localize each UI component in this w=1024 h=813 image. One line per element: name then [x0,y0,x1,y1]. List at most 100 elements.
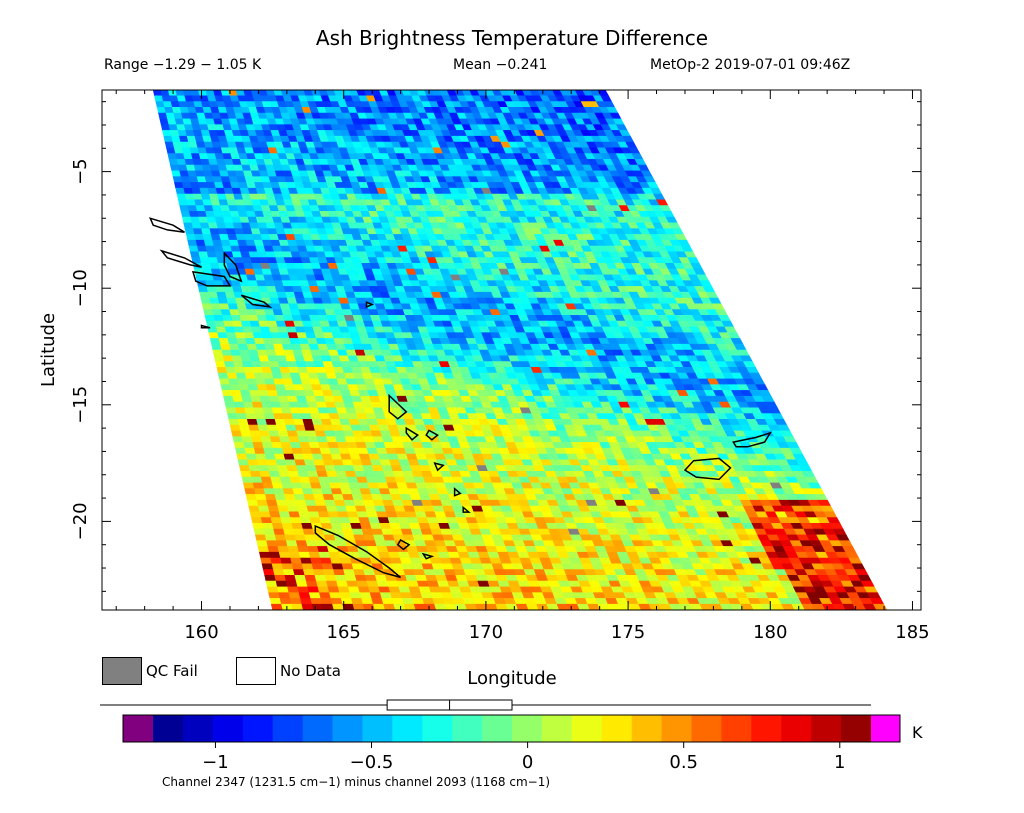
heatmap-cell [179,205,190,212]
heatmap-cell [334,499,347,507]
heatmap-cell [220,384,232,391]
heatmap-cell [288,551,301,559]
heatmap-cell [296,465,308,472]
heatmap-cell [330,522,343,530]
heatmap-cell [266,499,279,507]
heatmap-cell [335,540,348,547]
heatmap-cell [313,569,326,576]
heatmap-cell [238,384,250,391]
heatmap-cell [252,482,265,490]
heatmap-cell [261,442,274,449]
heatmap-cell [239,465,251,472]
heatmap-cell [243,482,255,490]
heatmap-cell [226,332,238,339]
heatmap-cell [271,442,283,449]
heatmap-cell [246,343,258,351]
heatmap-cell [271,563,284,570]
heatmap-cell [251,476,263,484]
heatmap-cell [265,494,277,501]
heatmap-cell [228,378,240,386]
heatmap-cell [290,482,303,490]
heatmap-cell [192,228,204,235]
heatmap-cell [285,540,299,547]
heatmap-cell [255,453,267,461]
heatmap-cell [265,418,277,426]
heatmap-cell [216,326,227,334]
heatmap-cell [273,488,285,495]
heatmap-cell [342,528,355,536]
heatmap-cell [266,540,279,547]
heatmap-cell [217,372,229,380]
heatmap-cell [276,540,289,547]
heatmap-cell [280,407,293,414]
heatmap-cell [247,499,259,507]
heatmap-cell [294,534,307,542]
heatmap-cell [215,286,226,293]
heatmap-cell [283,569,296,576]
heatmap-cell [260,517,273,524]
heatmap-cell [278,511,291,518]
heatmap-cell [288,436,301,443]
heatmap-cell [231,430,243,438]
heatmap-cell [264,378,276,386]
heatmap-cell [307,546,320,553]
heatmap-cell [274,418,287,426]
heatmap-cell [304,534,317,542]
heatmap-cell [284,494,297,501]
heatmap-cell [244,488,257,495]
heatmap-cell [327,511,340,518]
heatmap-cell [327,476,340,484]
heatmap-cell [325,505,338,513]
heatmap-cell [203,309,215,316]
heatmap-cell [239,349,251,357]
heatmap-cell [225,407,238,414]
heatmap-cell [290,407,302,414]
heatmap-cell [266,459,278,466]
heatmap-cell [245,413,257,420]
heatmap-cell [240,470,252,478]
heatmap-cell [244,407,256,414]
heatmap-cell [262,482,274,490]
heatmap-cell [300,482,313,490]
heatmap-cell [204,314,216,322]
heatmap-cell [295,540,308,547]
heatmap-cell [292,528,305,536]
heatmap-cell [273,528,286,536]
heatmap-cell [275,459,288,466]
heatmap-cell [235,447,247,455]
heatmap-cell [309,517,322,524]
heatmap-cell [223,395,235,403]
heatmap-cell [267,465,280,472]
heatmap-cell [272,447,285,455]
heatmap-cell [263,528,276,536]
heatmap-cell [217,297,229,305]
heatmap-cell [270,557,283,565]
heatmap-cell [247,459,259,466]
heatmap-cell [211,343,223,351]
heatmap-cell [249,470,262,478]
heatmap-cell [227,303,239,310]
heatmap-cells [152,90,888,610]
heatmap-cell [328,551,341,559]
heatmap-cell [351,563,364,570]
heatmap-cell [243,366,255,374]
heatmap-cell [288,511,301,518]
mean-readout: Mean −0.241 [453,57,548,73]
heatmap-cell [261,563,274,570]
heatmap-cell [234,366,246,374]
satellite-time-readout: MetOp-2 2019-07-01 09:46Z [650,57,851,73]
heatmap-cell [230,390,243,397]
heatmap-cell [278,551,291,559]
heatmap-cell [321,488,334,495]
heatmap-cell [300,557,313,565]
heatmap-cell [331,563,344,570]
heatmap-cell [293,494,306,501]
heatmap-cell [296,505,309,513]
heatmap-cell [262,372,275,380]
heatmap-cell [285,390,297,397]
heatmap-cell [259,395,271,403]
heatmap-cell [341,563,354,570]
heatmap-cell [226,372,238,380]
heatmap-cell [249,511,262,518]
heatmap-cell [289,442,302,449]
